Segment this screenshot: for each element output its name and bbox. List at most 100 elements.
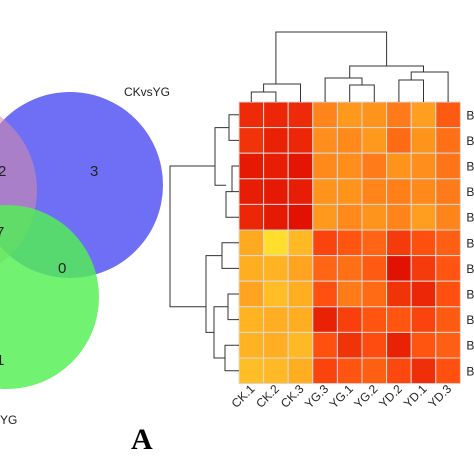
heatmap-cell xyxy=(410,127,437,154)
row-dendrogram-branch xyxy=(231,165,239,193)
column-label: YG.2 xyxy=(351,382,380,411)
heatmap-cell xyxy=(312,229,338,257)
heatmap-cell xyxy=(287,357,314,385)
column-dendrogram-branch xyxy=(398,79,424,102)
column-dendrogram-branch xyxy=(263,83,301,102)
heatmap-cell xyxy=(410,203,437,231)
row-label: B xyxy=(466,313,474,327)
heatmap-cell xyxy=(435,152,461,180)
heatmap-cell xyxy=(312,101,338,129)
heatmap-cell xyxy=(435,280,461,308)
heatmap-cell xyxy=(410,331,437,359)
heatmap-cell xyxy=(312,178,338,205)
heatmap-cell xyxy=(238,152,265,180)
row-dendrogram-branch xyxy=(205,255,222,333)
heatmap-cell xyxy=(361,203,388,231)
column-label: YD.2 xyxy=(376,382,405,411)
venn-circle-yg xyxy=(0,205,99,389)
heatmap-cell xyxy=(386,101,412,129)
heatmap-cell xyxy=(386,203,412,231)
heatmap-cell xyxy=(238,255,265,282)
row-dendrogram-branch xyxy=(214,127,229,186)
heatmap-cell xyxy=(410,280,437,308)
heatmap-cell xyxy=(361,255,388,282)
heatmap-cell xyxy=(361,127,388,154)
heatmap-cell xyxy=(336,101,363,129)
venn-set-label-yg: YG xyxy=(0,413,17,427)
heatmap-cell xyxy=(238,306,265,333)
heatmap-cell xyxy=(312,127,338,154)
column-label: CK.3 xyxy=(278,382,307,411)
heatmap-cell xyxy=(336,306,363,333)
venn-set-label-ckvsyg: CKvsYG xyxy=(124,85,170,99)
heatmap-cell xyxy=(312,152,338,180)
heatmap-cell xyxy=(435,101,461,129)
heatmap-cell xyxy=(410,229,437,257)
heatmap-cell xyxy=(238,203,265,231)
heatmap-cell xyxy=(263,229,289,257)
heatmap-cell xyxy=(435,255,461,282)
heatmap-cell xyxy=(238,127,265,154)
column-label: CK.2 xyxy=(253,382,282,411)
heatmap-cell xyxy=(263,306,289,333)
row-dendrogram-branch xyxy=(213,306,228,359)
heatmap-cell xyxy=(263,178,289,205)
heatmap-cell xyxy=(238,280,265,308)
row-dendrogram-branch xyxy=(224,344,239,372)
heatmap-cell xyxy=(435,229,461,257)
row-label: B xyxy=(466,185,474,199)
heatmap-cell xyxy=(287,229,314,257)
heatmap-cell xyxy=(263,280,289,308)
row-label: B xyxy=(466,211,474,225)
venn-region-count: 0 xyxy=(58,260,66,277)
column-dendrogram-branch xyxy=(275,31,388,84)
heatmap-cell xyxy=(263,255,289,282)
venn-region-count: 1 xyxy=(0,352,4,369)
heatmap-cell xyxy=(361,357,388,385)
heatmap-cell xyxy=(287,101,314,129)
heatmap-cell xyxy=(238,331,265,359)
heatmap-cell xyxy=(336,229,363,257)
heatmap-cell xyxy=(361,101,388,129)
heatmap-cell xyxy=(410,306,437,333)
heatmap: CK.1CK.2CK.3YG.3YG.1YG.2YD.2YD.1YD.3 BBB… xyxy=(169,31,474,411)
venn-region-count: 2 xyxy=(0,163,6,180)
heatmap-cell xyxy=(386,357,412,385)
heatmap-cell xyxy=(238,357,265,385)
row-label: B xyxy=(466,364,474,378)
column-label: YD.3 xyxy=(425,382,454,411)
panel-label: A xyxy=(131,423,153,456)
row-dendrogram-branch xyxy=(225,191,239,218)
column-label: YG.1 xyxy=(327,382,356,411)
row-label: B xyxy=(466,108,474,122)
heatmap-cell xyxy=(410,255,437,282)
heatmap-cell xyxy=(361,331,388,359)
row-label: B xyxy=(466,160,474,174)
heatmap-cell xyxy=(336,280,363,308)
heatmap-cell xyxy=(287,127,314,154)
row-label: B xyxy=(466,288,474,302)
row-dendrogram-branch xyxy=(227,293,239,321)
row-dendrogram-branch xyxy=(169,165,215,308)
heatmap-cell xyxy=(386,178,412,205)
heatmap-cell xyxy=(361,280,388,308)
heatmap-cell xyxy=(263,127,289,154)
heatmap-cell xyxy=(263,152,289,180)
row-label: B xyxy=(466,262,474,276)
venn-diagram: CKvsYG YG 2 3 7 0 1 xyxy=(0,85,170,427)
row-label: B xyxy=(466,134,474,148)
heatmap-cell xyxy=(287,280,314,308)
heatmap-cell xyxy=(435,357,461,385)
heatmap-cell xyxy=(336,152,363,180)
heatmap-cell xyxy=(312,255,338,282)
venn-region-count: 3 xyxy=(90,163,98,180)
heatmap-cell xyxy=(336,127,363,154)
heatmap-cell xyxy=(263,331,289,359)
heatmap-cell xyxy=(312,357,338,385)
heatmap-cell xyxy=(287,306,314,333)
heatmap-cell xyxy=(410,152,437,180)
heatmap-cell xyxy=(336,357,363,385)
